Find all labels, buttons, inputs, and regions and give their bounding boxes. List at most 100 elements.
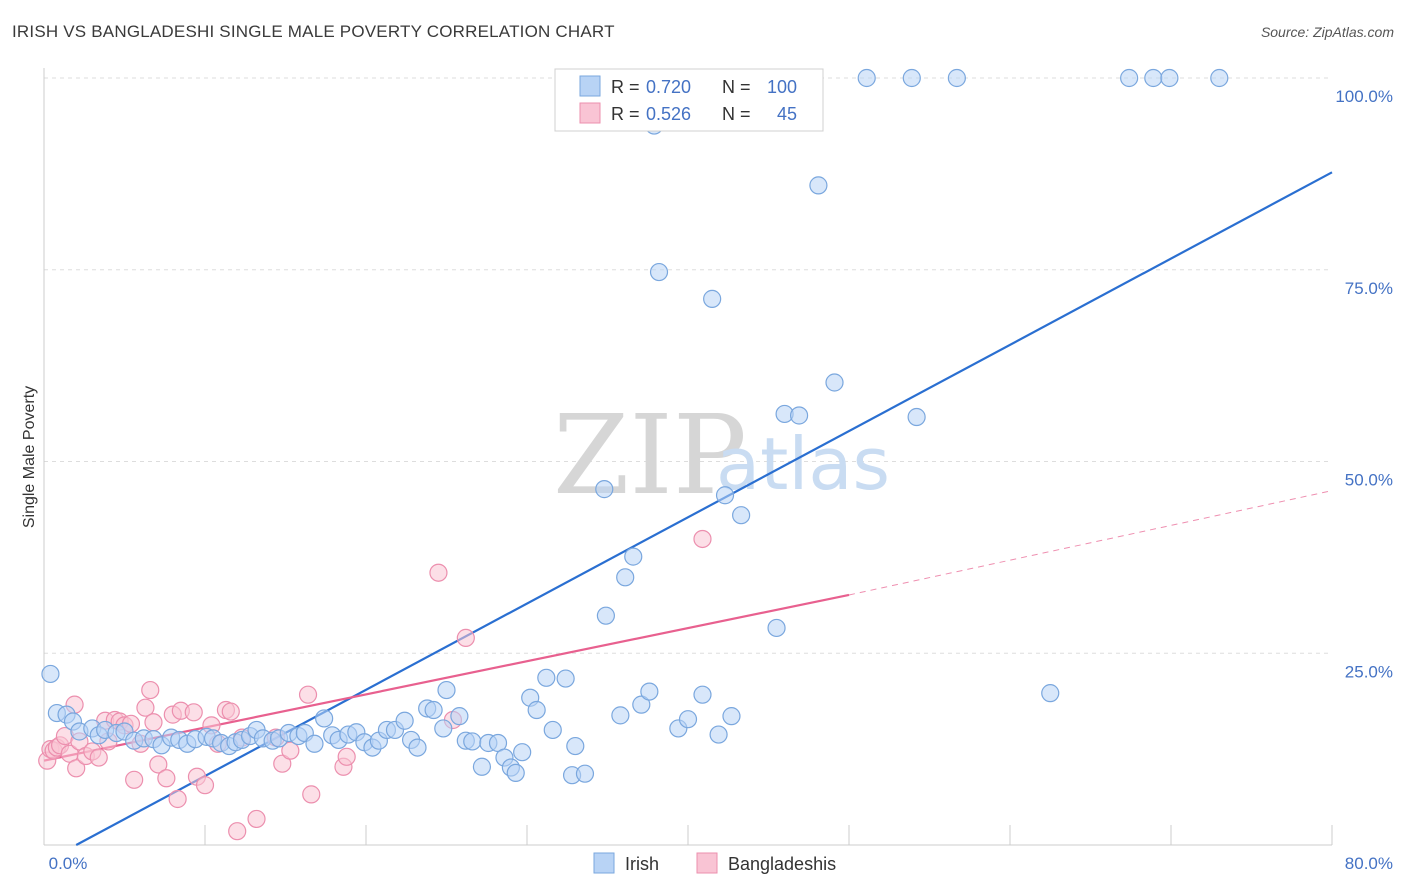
irish-point [543, 720, 562, 740]
irish-point [611, 706, 630, 725]
irish-point [424, 700, 443, 720]
grid-lines [44, 77, 1332, 654]
correlation-legend: R = 0.720 N = 100 R = 0.526 N = 45 [554, 68, 824, 132]
bangladeshi-point [456, 628, 475, 648]
irish-point [715, 486, 735, 505]
irish-point [1160, 68, 1179, 88]
irish-point [902, 68, 921, 88]
chart-title: IRISH VS BANGLADESHI SINGLE MALE POVERTY… [12, 22, 615, 41]
irish-point [566, 736, 585, 756]
irish-point [305, 734, 324, 753]
irish-point [408, 738, 427, 757]
bangladeshi-point [149, 755, 168, 774]
watermark-zip: ZIP [553, 391, 747, 519]
bangladeshi-point [89, 748, 108, 767]
watermark-atlas: atlas [716, 422, 890, 506]
bangladeshi-trend-extension [848, 490, 1333, 596]
irish-point [722, 707, 741, 726]
bangladeshi-point [195, 776, 215, 795]
y-tick-label: 75.0% [1345, 279, 1393, 298]
irish-point [315, 709, 334, 728]
irish-point [595, 480, 614, 499]
x-ticks [204, 825, 1333, 845]
x-tick-label: 80.0% [1345, 854, 1393, 873]
irish-point [41, 664, 60, 684]
bangladeshi-point [273, 754, 292, 773]
irish-point [596, 606, 615, 625]
irish-point [624, 547, 643, 566]
x-tick-label: 0.0% [49, 854, 88, 873]
irish-point [709, 725, 728, 744]
irish-point [947, 68, 966, 88]
irish-point [857, 68, 876, 88]
bangladeshi-point [228, 822, 247, 841]
irish-point [789, 406, 809, 425]
bangladeshi-r-value: 0.526 [646, 104, 691, 124]
bangladeshi-point [302, 785, 321, 804]
y-tick-label: 25.0% [1345, 662, 1393, 681]
irish-point [513, 743, 532, 762]
irish-n-value: 100 [767, 77, 797, 97]
irish-point [632, 695, 651, 714]
irish-point [527, 700, 546, 720]
irish-point [506, 763, 525, 783]
y-axis-label: Single Male Poverty [21, 386, 38, 528]
irish-point [1144, 68, 1163, 88]
x-tick-labels: 0.0% 80.0% [49, 854, 1393, 873]
irish-point [693, 685, 712, 704]
irish-legend-swatch [579, 75, 601, 97]
y-tick-label: 50.0% [1345, 471, 1393, 490]
irish-point [472, 757, 492, 776]
bangladeshi-n-label: N = [722, 104, 751, 124]
irish-point [1120, 68, 1139, 88]
irish-point [537, 668, 556, 687]
bangladeshi-r-label: R = [611, 104, 640, 124]
irish-point [437, 680, 456, 700]
irish-point [732, 506, 751, 525]
bangladeshi-series-swatch [696, 852, 718, 874]
irish-point [767, 618, 786, 638]
series-legend: Irish Bangladeshis [593, 852, 836, 874]
irish-point [907, 407, 926, 427]
irish-point [1210, 68, 1229, 88]
irish-series-swatch [593, 852, 615, 874]
bangladeshi-point [141, 680, 160, 700]
source-label: Source: ZipAtlas.com [1260, 24, 1394, 40]
irish-point [463, 732, 482, 751]
bangladeshi-point [168, 789, 187, 809]
irish-r-label: R = [611, 77, 640, 97]
irish-point [678, 710, 698, 729]
bangladeshi-point [429, 563, 448, 582]
bangladeshi-point [298, 685, 318, 704]
y-tick-labels: 100.0% 75.0% 50.0% 25.0% [1335, 87, 1393, 681]
irish-point [575, 764, 595, 783]
irish-point [556, 669, 575, 688]
irish-point [450, 707, 469, 726]
bangladeshi-point [247, 809, 266, 829]
irish-point [616, 568, 635, 587]
bangladeshi-point [184, 703, 203, 722]
y-tick-label: 100.0% [1335, 87, 1393, 106]
irish-point [1041, 684, 1060, 703]
irish-point [649, 262, 669, 282]
bangladeshi-point [693, 529, 712, 549]
bangladeshi-legend-swatch [579, 102, 601, 124]
bangladeshi-n-value: 45 [777, 104, 797, 124]
irish-r-value: 0.720 [646, 77, 691, 97]
irish-point [809, 176, 828, 195]
irish-series-label: Irish [625, 854, 659, 874]
bangladeshi-point [157, 769, 176, 788]
bangladeshi-point [67, 759, 86, 778]
irish-point [703, 289, 722, 308]
irish-point [640, 682, 659, 701]
irish-point [434, 719, 453, 738]
bangladeshi-series-label: Bangladeshis [728, 854, 836, 874]
bangladeshi-point [221, 702, 240, 721]
bangladeshi-point [125, 770, 144, 789]
irish-points [41, 68, 1229, 785]
bangladeshi-point [144, 713, 163, 732]
irish-point [825, 373, 844, 392]
bangladeshi-point [281, 741, 300, 760]
bangladeshi-point [136, 698, 155, 717]
